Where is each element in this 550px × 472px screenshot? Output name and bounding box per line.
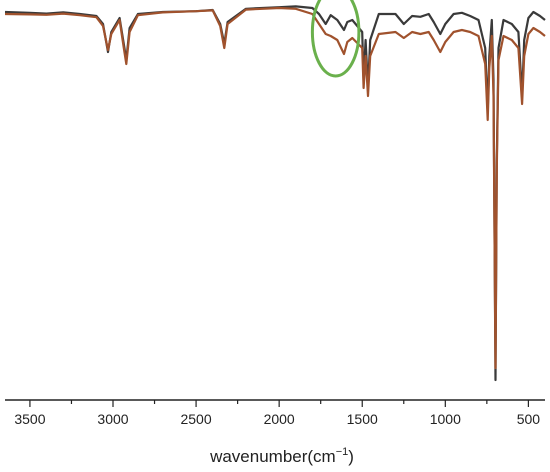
x-axis: 3500 3000 2500 2000 1500 1000 500 [5, 399, 545, 427]
x-tick-label: 3000 [97, 411, 128, 427]
x-tick-label: 2000 [264, 411, 295, 427]
x-tick-label: 500 [517, 411, 541, 427]
x-tick-label: 1000 [430, 411, 461, 427]
annotation-circle-1 [310, 0, 361, 78]
x-axis-title-close: ) [348, 447, 354, 466]
x-axis-title: wavenumber(cm−1) [209, 446, 354, 466]
x-tick-label: 1500 [347, 411, 378, 427]
x-axis-title-main: wavenumber(cm [209, 447, 336, 466]
x-axis-title-superscript: −1 [336, 446, 349, 458]
plot-area [4, 0, 546, 382]
series-line-2 [4, 6, 546, 370]
series-line-1 [4, 5, 546, 382]
x-tick-label: 2500 [180, 411, 211, 427]
x-tick-label: 3500 [14, 411, 45, 427]
